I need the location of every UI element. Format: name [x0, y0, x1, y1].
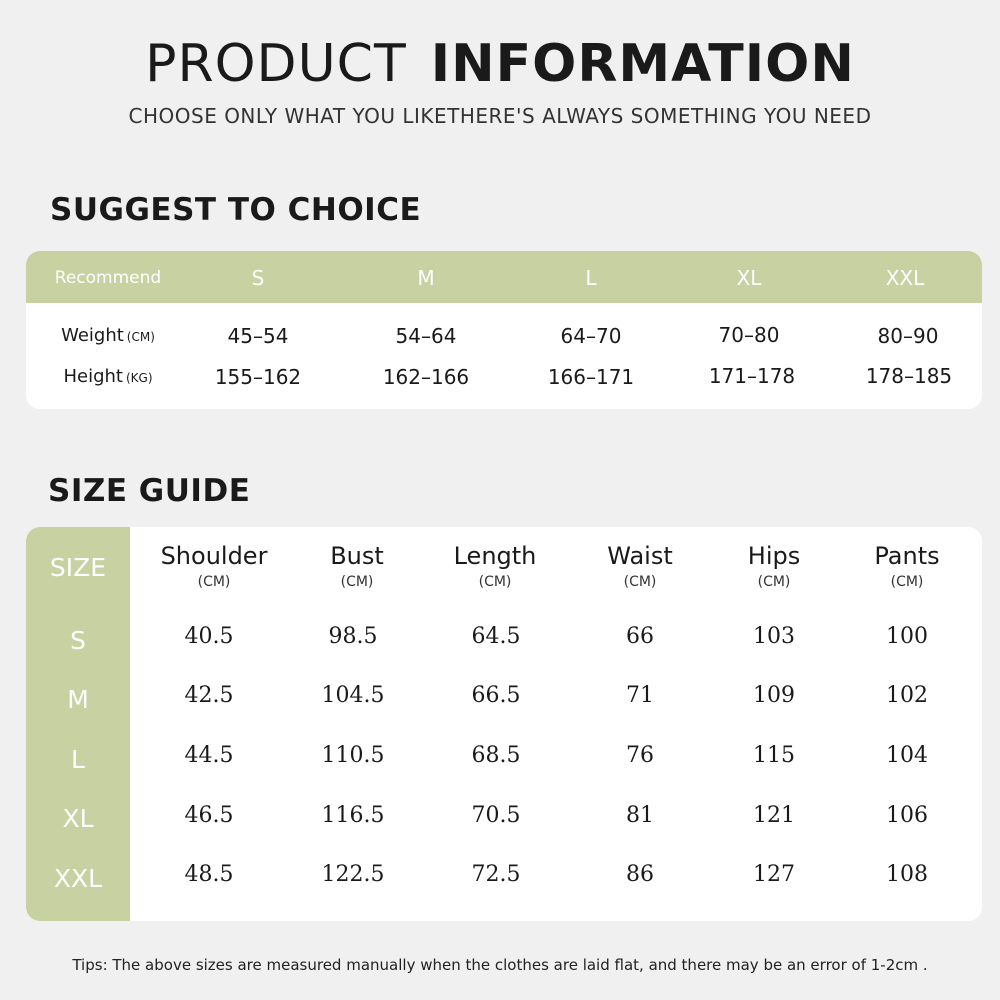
col-pants: Pants (CM) [832, 541, 982, 593]
col-waist-name: Waist [607, 542, 673, 570]
size-cell-l-length: 68.5 [471, 743, 521, 768]
size-label-xxl: XXL [53, 864, 103, 893]
height-row-label: Height (KG) [26, 366, 190, 387]
height-m: 162–166 [382, 365, 470, 389]
height-unit: (KG) [125, 371, 153, 385]
title-bold: INFORMATION [430, 34, 855, 94]
col-waist-unit: (CM) [623, 574, 657, 590]
col-length-name: Length [453, 542, 537, 570]
page-title: PRODUCT INFORMATION [0, 34, 1000, 94]
size-cell-xl-hips: 121 [753, 803, 795, 828]
col-length-unit: (CM) [478, 574, 512, 590]
size-cell-xxl-waist: 86 [626, 862, 654, 887]
weight-xxl: 80–90 [877, 324, 939, 348]
size-cell-m-shoulder: 42.5 [184, 683, 234, 708]
title-light: PRODUCT [145, 34, 407, 94]
height-xl: 171–178 [708, 364, 796, 388]
col-shoulder-name: Shoulder [160, 542, 268, 570]
size-label-s: S [70, 626, 86, 655]
size-cell-m-pants: 102 [886, 683, 928, 708]
size-cell-xl-waist: 81 [626, 803, 654, 828]
size-cell-s-waist: 66 [626, 624, 654, 649]
col-hips-name: Hips [747, 542, 801, 570]
col-bust-unit: (CM) [340, 574, 374, 590]
col-hips-unit: (CM) [757, 574, 791, 590]
size-cell-xxl-shoulder: 48.5 [184, 862, 234, 887]
size-guide-heading: SIZE GUIDE [48, 473, 251, 509]
size-cell-xl-length: 70.5 [471, 803, 521, 828]
suggest-table-header: Recommend S M L XL XXL [26, 251, 982, 303]
suggest-size-l: L [585, 266, 597, 290]
weight-l: 64–70 [560, 324, 622, 348]
size-column: SIZE S M L XL XXL [26, 527, 130, 921]
size-guide-table: SIZE S M L XL XXL Shoulder (CM) Bust (CM… [26, 527, 982, 921]
size-cell-l-bust: 110.5 [321, 743, 385, 768]
weight-label: Weight [61, 325, 124, 346]
weight-s: 45–54 [227, 324, 289, 348]
col-hips: Hips (CM) [699, 541, 849, 593]
size-cell-xl-shoulder: 46.5 [184, 803, 234, 828]
size-cell-m-length: 66.5 [471, 683, 521, 708]
suggest-size-xxl: XXL [885, 266, 925, 290]
page-subtitle: CHOOSE ONLY WHAT YOU LIKETHERE'S ALWAYS … [128, 104, 872, 128]
col-pants-name: Pants [874, 542, 940, 570]
weight-row-label: Weight (CM) [26, 325, 190, 346]
tips-text: Tips: The above sizes are measured manua… [72, 956, 928, 974]
size-cell-s-pants: 100 [886, 624, 928, 649]
height-s: 155–162 [214, 365, 302, 389]
size-cell-xxl-pants: 108 [886, 862, 928, 887]
size-cell-m-waist: 71 [626, 683, 654, 708]
height-xxl: 178–185 [865, 364, 953, 388]
size-cell-s-bust: 98.5 [328, 624, 378, 649]
suggest-heading: SUGGEST TO CHOICE [50, 192, 422, 228]
size-label-l: L [71, 745, 85, 774]
weight-unit: (CM) [126, 330, 155, 344]
weight-m: 54–64 [395, 324, 457, 348]
col-waist: Waist (CM) [565, 541, 715, 593]
size-cell-xxl-bust: 122.5 [321, 862, 385, 887]
height-l: 166–171 [547, 365, 635, 389]
size-cell-l-shoulder: 44.5 [184, 743, 234, 768]
size-cell-s-hips: 103 [753, 624, 795, 649]
size-cell-l-waist: 76 [626, 743, 654, 768]
size-cell-xxl-hips: 127 [753, 862, 795, 887]
col-shoulder: Shoulder (CM) [139, 541, 289, 593]
size-label-m: M [67, 685, 89, 714]
col-bust-name: Bust [330, 542, 384, 570]
size-cell-l-hips: 115 [753, 743, 795, 768]
size-header-label: SIZE [49, 553, 107, 582]
suggest-table: Recommend S M L XL XXL Weight (CM) Height… [26, 251, 982, 409]
col-shoulder-unit: (CM) [197, 574, 231, 590]
suggest-size-s: S [251, 266, 265, 290]
col-bust: Bust (CM) [282, 541, 432, 593]
col-length: Length (CM) [420, 541, 570, 593]
size-cell-m-bust: 104.5 [321, 683, 385, 708]
recommend-label: Recommend [54, 268, 162, 288]
size-label-xl: XL [62, 804, 94, 833]
size-cell-s-shoulder: 40.5 [184, 624, 234, 649]
size-cell-xl-pants: 106 [886, 803, 928, 828]
size-cell-s-length: 64.5 [471, 624, 521, 649]
height-label: Height [63, 366, 123, 387]
size-cell-m-hips: 109 [753, 683, 795, 708]
size-cell-l-pants: 104 [886, 743, 928, 768]
col-pants-unit: (CM) [890, 574, 924, 590]
weight-xl: 70–80 [718, 323, 780, 347]
suggest-size-xl: XL [736, 266, 762, 290]
size-cell-xl-bust: 116.5 [321, 803, 385, 828]
suggest-size-m: M [417, 266, 435, 290]
size-cell-xxl-length: 72.5 [471, 862, 521, 887]
